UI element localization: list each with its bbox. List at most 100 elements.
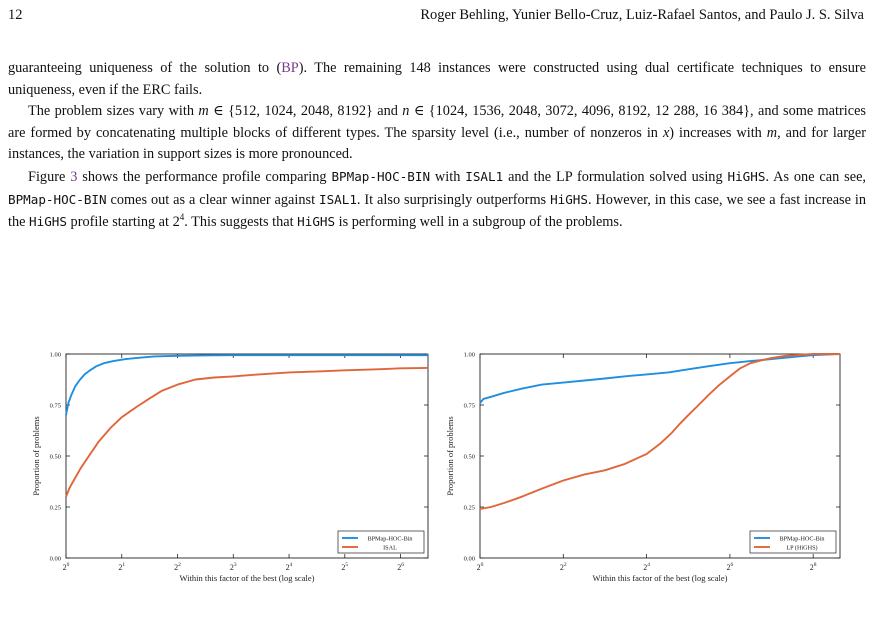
x-tick-label-base: 2 bbox=[477, 563, 481, 572]
y-tick-label: 0.50 bbox=[464, 454, 475, 461]
x-tick-label-exponent: 8 bbox=[814, 562, 817, 568]
legend-label: BPMap-HOC-Bin bbox=[367, 535, 412, 542]
x-tick-label-exponent: 4 bbox=[647, 562, 650, 568]
text-run: . This suggests that bbox=[184, 214, 298, 231]
x-tick-label-exponent: 2 bbox=[178, 562, 181, 568]
y-tick-label: 0.25 bbox=[50, 505, 61, 512]
x-tick-label-base: 2 bbox=[397, 563, 401, 572]
text-run: . It also surprisingly outperforms bbox=[356, 191, 551, 208]
text-run: and the LP formulation solved using bbox=[503, 168, 728, 185]
x-tick-label: 25 bbox=[341, 562, 348, 572]
math-m: m bbox=[198, 103, 209, 120]
x-tick-label: 21 bbox=[118, 562, 125, 572]
x-tick-label-base: 2 bbox=[118, 563, 122, 572]
x-tick-label: 24 bbox=[643, 562, 650, 572]
code-name: HiGHS bbox=[727, 168, 766, 184]
x-tick-label: 28 bbox=[810, 562, 817, 572]
series-line bbox=[479, 353, 841, 404]
legend-box bbox=[749, 530, 837, 554]
y-tick-label: 0.50 bbox=[50, 454, 61, 461]
x-tick-label: 26 bbox=[727, 562, 734, 572]
code-name: BPMap-HOC-BIN bbox=[331, 168, 431, 184]
text-run: ∈ {1024, 1536, 2048, 3072, 4096, 8192, 1… bbox=[8, 103, 866, 141]
code-name: HiGHS bbox=[297, 214, 336, 230]
x-axis-label: Within this factor of the best (log scal… bbox=[593, 573, 728, 583]
x-tick-label: 24 bbox=[286, 562, 293, 572]
page-header: 12 Roger Behling, Yunier Bello-Cruz, Lui… bbox=[8, 7, 864, 27]
series-line bbox=[479, 353, 840, 510]
page-number: 12 bbox=[8, 7, 23, 23]
y-tick-label: 0.00 bbox=[50, 556, 61, 563]
superscript: 4 bbox=[179, 212, 185, 223]
text-run: . However, in this case, we see a fast i… bbox=[8, 191, 867, 231]
legend-label: ISAL bbox=[383, 544, 397, 551]
text-run: shows the performance profile comparing bbox=[77, 168, 332, 185]
y-tick-label: 0.25 bbox=[464, 505, 475, 512]
x-tick-label-exponent: 1 bbox=[122, 562, 125, 568]
x-tick-label-base: 2 bbox=[727, 563, 731, 572]
x-tick-label-exponent: 3 bbox=[234, 562, 237, 568]
math-m: m bbox=[766, 124, 778, 141]
x-tick-label-exponent: 4 bbox=[290, 562, 293, 568]
x-tick-label: 20 bbox=[63, 562, 70, 572]
x-tick-label-base: 2 bbox=[174, 563, 178, 572]
y-tick-label: 0.00 bbox=[464, 556, 475, 563]
x-axis-label: Within this factor of the best (log scal… bbox=[180, 573, 315, 583]
series-line bbox=[65, 366, 429, 498]
text-run: ). The remaining 148 instances were cons… bbox=[8, 60, 866, 98]
x-tick-label-exponent: 0 bbox=[481, 562, 484, 568]
series-line bbox=[65, 353, 429, 416]
text-run: ) increases with bbox=[669, 124, 767, 141]
x-tick-label-exponent: 6 bbox=[401, 562, 404, 568]
x-tick-label-base: 2 bbox=[560, 563, 564, 572]
y-tick-label: 1.00 bbox=[50, 352, 61, 359]
y-tick-label: 1.00 bbox=[464, 352, 475, 359]
legend-label: BPMap-HOC-Bin bbox=[779, 535, 824, 542]
plot-frame bbox=[65, 353, 429, 559]
plot-frame bbox=[479, 353, 841, 559]
body-text: guaranteeing uniqueness of the solution … bbox=[8, 58, 866, 234]
y-axis-label: Proportion of problems bbox=[445, 416, 455, 495]
code-name: ISAL1 bbox=[465, 168, 504, 184]
y-tick-label: 0.75 bbox=[50, 403, 61, 410]
x-tick-label-exponent: 0 bbox=[67, 562, 70, 568]
text-run: , and for larger instances, the variatio… bbox=[8, 124, 867, 163]
code-name: ISAL1 bbox=[318, 191, 357, 207]
x-tick-label-base: 2 bbox=[643, 563, 647, 572]
code-name: HiGHS bbox=[550, 191, 588, 207]
x-tick-label: 20 bbox=[477, 562, 484, 572]
figure-link-3[interactable]: 3 bbox=[70, 168, 78, 185]
text-run: guaranteeing uniqueness of the solution … bbox=[8, 60, 282, 76]
x-tick-label-base: 2 bbox=[286, 563, 290, 572]
x-tick-label: 22 bbox=[174, 562, 181, 572]
text-run: . As one can see, bbox=[765, 168, 867, 185]
math-x: x bbox=[662, 124, 670, 141]
text-run: profile starting at 2 bbox=[66, 214, 180, 231]
legend-label: LP (HiGHS) bbox=[786, 544, 817, 551]
x-tick-label: 22 bbox=[560, 562, 567, 572]
y-tick-label: 0.75 bbox=[464, 403, 475, 410]
text-run: The problem sizes vary with bbox=[28, 103, 199, 120]
x-tick-label-base: 2 bbox=[63, 563, 67, 572]
code-name: BPMap-HOC-BIN bbox=[8, 191, 107, 207]
text-run: Figure bbox=[28, 168, 71, 185]
x-tick-label: 26 bbox=[397, 562, 404, 572]
x-tick-label-exponent: 6 bbox=[731, 562, 734, 568]
paragraph-1: guaranteeing uniqueness of the solution … bbox=[8, 58, 866, 101]
text-run: comes out as a clear winner against bbox=[106, 191, 319, 208]
text-run: ∈ {512, 1024, 2048, 8192} and bbox=[208, 103, 403, 120]
running-head-authors: Roger Behling, Yunier Bello-Cruz, Luiz-R… bbox=[420, 7, 864, 23]
x-tick-label-base: 2 bbox=[810, 563, 814, 572]
x-tick-label-exponent: 2 bbox=[564, 562, 567, 568]
math-n: n bbox=[402, 103, 410, 120]
x-tick-label-base: 2 bbox=[230, 563, 234, 572]
x-tick-label-base: 2 bbox=[341, 563, 345, 572]
x-tick-label-exponent: 5 bbox=[345, 562, 348, 568]
legend-box bbox=[337, 530, 425, 554]
y-axis-label: Proportion of problems bbox=[31, 416, 41, 495]
x-tick-label: 23 bbox=[230, 562, 237, 572]
paragraph-2: The problem sizes vary with m ∈ {512, 10… bbox=[8, 101, 866, 166]
equation-link-bp[interactable]: BP bbox=[281, 60, 299, 76]
code-name: HiGHS bbox=[29, 214, 67, 230]
